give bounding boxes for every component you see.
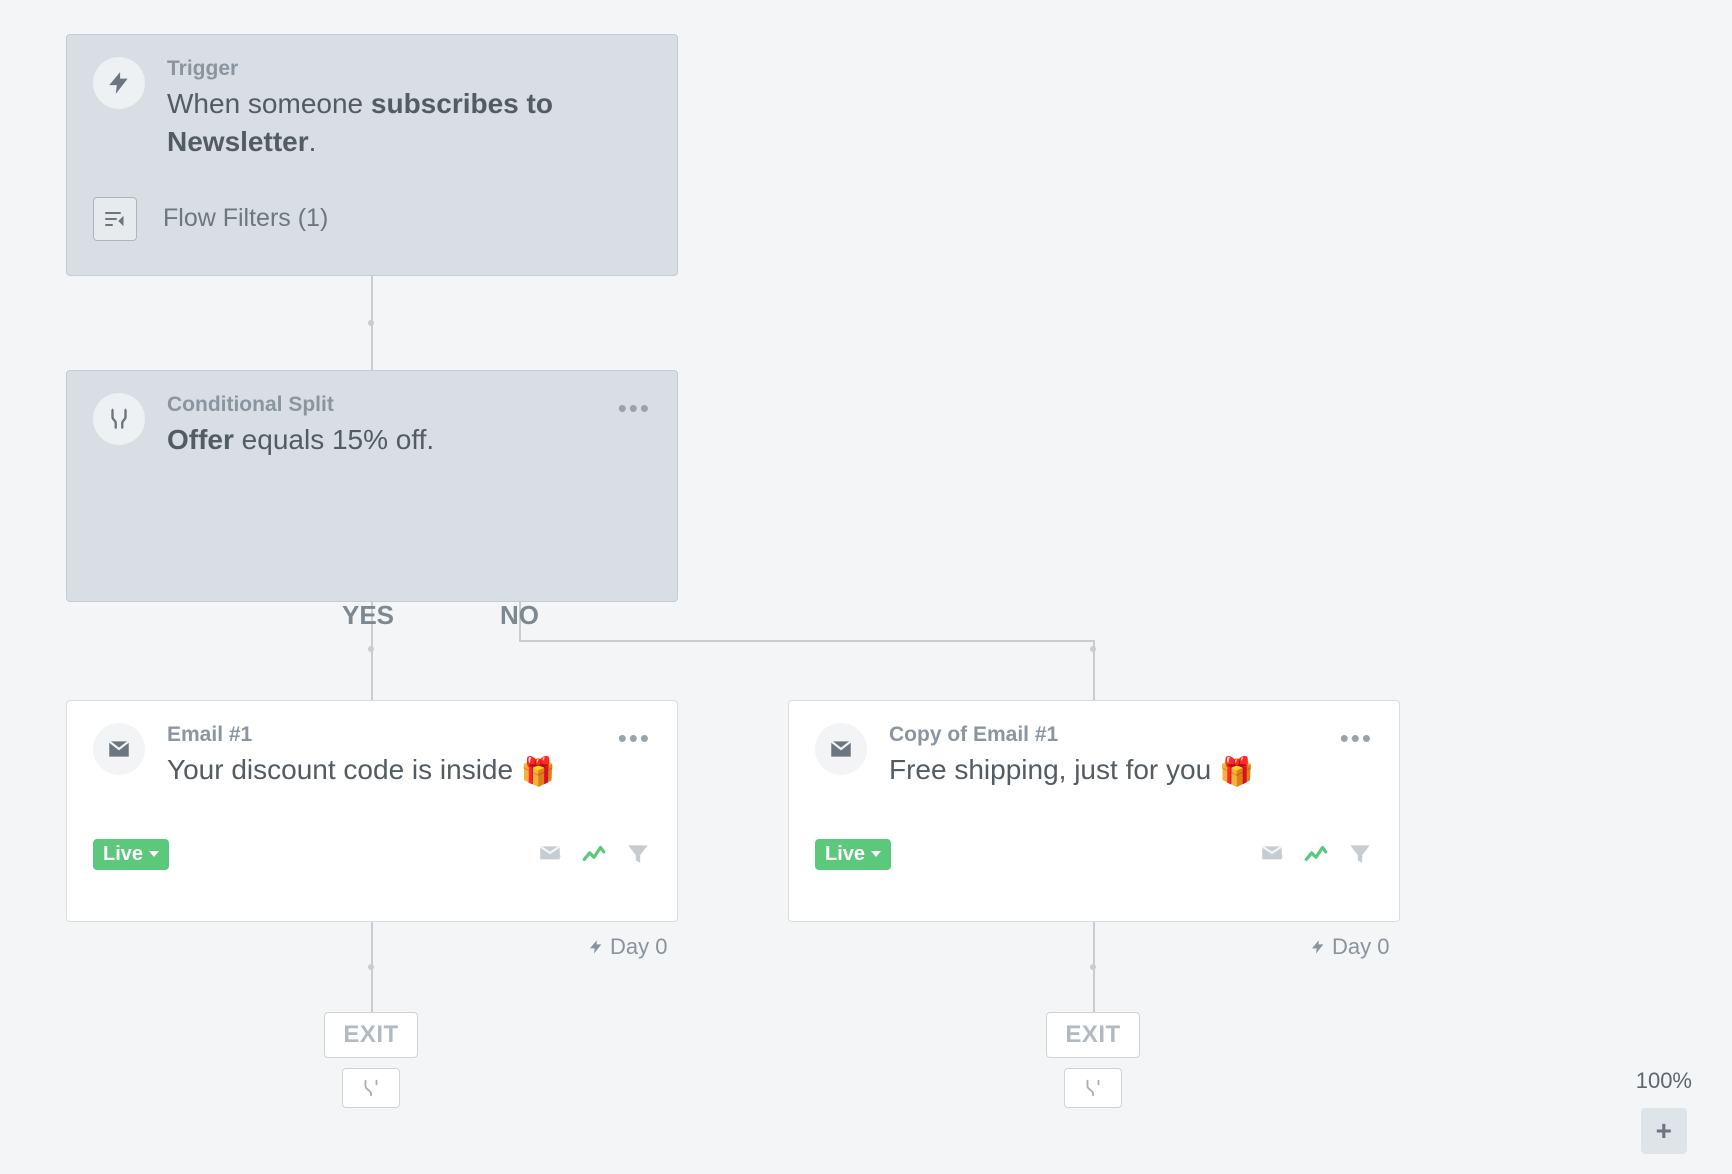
preview-icon[interactable] [1259,841,1285,867]
connector-dot [1090,964,1096,970]
status-badge[interactable]: Live [815,839,891,870]
caret-down-icon [871,851,881,857]
connector-dot [368,964,374,970]
trigger-description: When someone subscribes to Newsletter. [167,85,651,161]
flow-filters-icon[interactable] [93,197,137,241]
status-label: Live [825,843,865,866]
zoom-controls: 100% + [1636,1068,1692,1154]
connector-dot [368,320,374,326]
more-menu-icon[interactable]: ••• [618,393,651,424]
connector [519,640,1095,642]
status-badge[interactable]: Live [93,839,169,870]
connector-dot [368,646,374,652]
email-node-yes[interactable]: Email #1 Your discount code is inside 🎁 … [66,700,678,922]
status-label: Live [103,843,143,866]
bolt-icon [1310,939,1326,955]
analytics-icon[interactable] [1303,841,1329,867]
zoom-in-button[interactable]: + [1641,1108,1687,1154]
branch-yes-label: YES [342,600,394,631]
branch-icon [360,1077,382,1099]
branch-icon [1082,1077,1104,1099]
timing-label-yes: Day 0 [588,934,667,960]
exit-button-no[interactable]: EXIT [1046,1012,1140,1058]
continue-button-yes[interactable] [342,1068,400,1108]
email-icon [93,723,145,775]
trigger-icon [93,57,145,109]
split-icon [93,393,145,445]
gift-icon: 🎁 [1219,753,1254,791]
split-description: Offer equals 15% off. [167,421,618,459]
gift-icon: 🎁 [521,753,556,791]
filter-icon[interactable] [1347,841,1373,867]
filter-icon[interactable] [625,841,651,867]
connector-dot [1090,646,1096,652]
node-kind-label: Copy of Email #1 [889,723,1340,747]
zoom-level-label: 100% [1636,1068,1692,1094]
preview-icon[interactable] [537,841,563,867]
analytics-icon[interactable] [581,841,607,867]
more-menu-icon[interactable]: ••• [1340,723,1373,754]
timing-label-no: Day 0 [1310,934,1389,960]
conditional-split-node[interactable]: Conditional Split Offer equals 15% off. … [66,370,678,602]
flow-filters-label[interactable]: Flow Filters (1) [163,204,328,233]
email-node-no[interactable]: Copy of Email #1 Free shipping, just for… [788,700,1400,922]
flow-canvas[interactable]: Trigger When someone subscribes to Newsl… [0,0,1732,1174]
continue-button-no[interactable] [1064,1068,1122,1108]
trigger-node[interactable]: Trigger When someone subscribes to Newsl… [66,34,678,276]
branch-no-label: NO [500,600,539,631]
email-subject: Free shipping, just for you 🎁 [889,751,1340,789]
more-menu-icon[interactable]: ••• [618,723,651,754]
exit-button-yes[interactable]: EXIT [324,1012,418,1058]
node-kind-label: Conditional Split [167,393,618,417]
node-kind-label: Trigger [167,57,651,81]
caret-down-icon [149,851,159,857]
email-subject: Your discount code is inside 🎁 [167,751,618,789]
bolt-icon [588,939,604,955]
email-icon [815,723,867,775]
node-kind-label: Email #1 [167,723,618,747]
